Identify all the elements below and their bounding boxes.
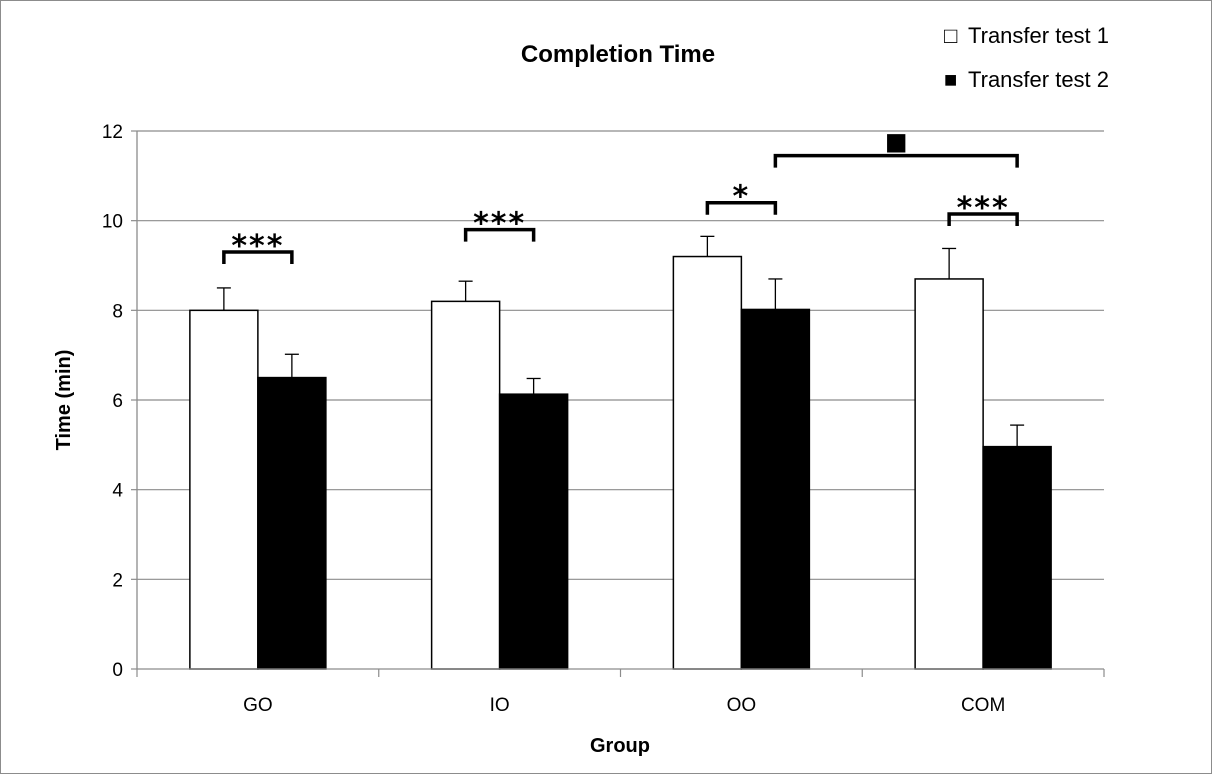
bar-io-series-2 [498, 393, 569, 670]
bar-io-series-1 [430, 300, 501, 670]
significance-bracket [463, 227, 536, 242]
x-tick-label-com: COM [961, 695, 1005, 716]
bar-go-series-1 [189, 309, 259, 670]
significance-bracket [773, 153, 1019, 168]
bar-oo-series-1 [672, 255, 743, 670]
significance-bracket [947, 212, 1019, 226]
bar-oo-series-2 [740, 308, 811, 670]
y-axis-ticks: 0 2 4 6 8 10 12 [102, 122, 137, 681]
x-axis-title: Group [590, 735, 650, 757]
y-tick-label: 4 [112, 481, 123, 502]
y-tick-label: 0 [112, 660, 123, 681]
y-tick-label: 12 [102, 122, 123, 143]
significance-bracket [222, 250, 294, 265]
significance-label: *** [231, 229, 284, 264]
legend-marker-0: □ [944, 23, 957, 48]
legend-label-transfer-test-1: Transfer test 1 [968, 23, 1109, 48]
significance-label: *** [473, 207, 526, 242]
x-tick-label-oo: OO [727, 695, 757, 716]
y-tick-label: 10 [102, 212, 123, 233]
significance-label: *** [957, 191, 1010, 226]
y-tick-label: 2 [112, 570, 123, 591]
legend-marker-1: ■ [944, 67, 957, 92]
bar-com-series-1 [914, 278, 984, 670]
bar-com-series-2 [982, 445, 1052, 670]
significance-annotations: ******* ***■ [222, 128, 1019, 265]
x-axis-ticks: GO IO OO COM [136, 669, 1105, 716]
y-tick-label: 8 [112, 301, 123, 322]
significance-bracket [705, 200, 778, 215]
significance-label: * [733, 180, 751, 215]
x-tick-label-io: IO [490, 695, 510, 716]
bars [189, 255, 1052, 670]
legend-label-transfer-test-2: Transfer test 2 [968, 67, 1109, 92]
chart-title: Completion Time [521, 41, 715, 68]
x-tick-label-go: GO [243, 695, 273, 716]
bar-go-series-2 [257, 376, 327, 670]
y-tick-label: 6 [112, 391, 123, 412]
significance-label: ■ [885, 128, 908, 156]
y-axis-title: Time (min) [53, 350, 75, 451]
error-bars [216, 235, 1025, 447]
legend: □ Transfer test 1 ■ Transfer test 2 [944, 23, 1109, 92]
